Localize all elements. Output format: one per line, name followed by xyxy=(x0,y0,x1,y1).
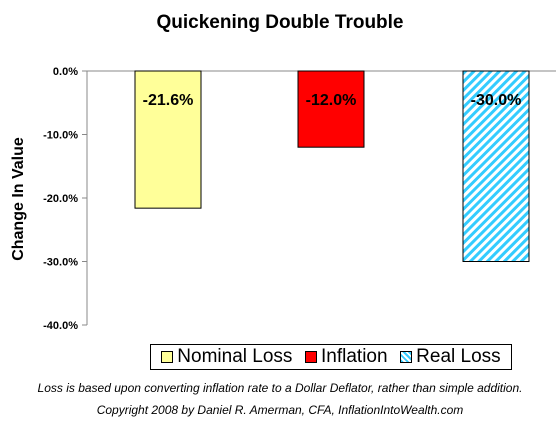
legend: Nominal Loss Inflation Real Loss xyxy=(150,344,512,370)
y-tick-label: 0.0% xyxy=(53,66,78,78)
legend-item-inflation: Inflation xyxy=(305,346,388,368)
y-axis: 0.0% -10.0% -20.0% -30.0% -40.0% xyxy=(43,66,556,332)
data-label-nominal-loss: -21.6% xyxy=(143,92,194,109)
data-label-inflation: -12.0% xyxy=(306,92,357,109)
chart-title: Quickening Double Trouble xyxy=(156,12,404,33)
y-axis-title: Change In Value xyxy=(10,137,27,261)
y-tick-label: -10.0% xyxy=(43,130,78,142)
data-label-real-loss: -30.0% xyxy=(471,92,522,109)
legend-item-nominal-loss: Nominal Loss xyxy=(161,346,292,368)
legend-label-inflation: Inflation xyxy=(321,346,388,367)
legend-swatch-nominal-loss xyxy=(161,351,174,363)
y-tick-label: -20.0% xyxy=(43,193,78,205)
y-tick-label: -30.0% xyxy=(43,257,78,269)
legend-item-real-loss: Real Loss xyxy=(400,346,501,368)
legend-swatch-real-loss xyxy=(400,351,413,363)
legend-label-real-loss: Real Loss xyxy=(416,346,501,367)
bar-real-loss xyxy=(462,70,530,262)
bar-nominal-loss xyxy=(134,70,202,209)
y-tick-label: -40.0% xyxy=(43,320,78,332)
legend-swatch-inflation xyxy=(305,351,318,363)
footnote-method: Loss is based upon converting inflation … xyxy=(37,381,523,395)
bar-inflation xyxy=(297,70,365,148)
bars: -21.6% -12.0% -30.0% xyxy=(134,70,530,262)
legend-label-nominal-loss: Nominal Loss xyxy=(177,346,293,367)
footnote-copyright: Copyright 2008 by Daniel R. Amerman, CFA… xyxy=(96,403,464,417)
